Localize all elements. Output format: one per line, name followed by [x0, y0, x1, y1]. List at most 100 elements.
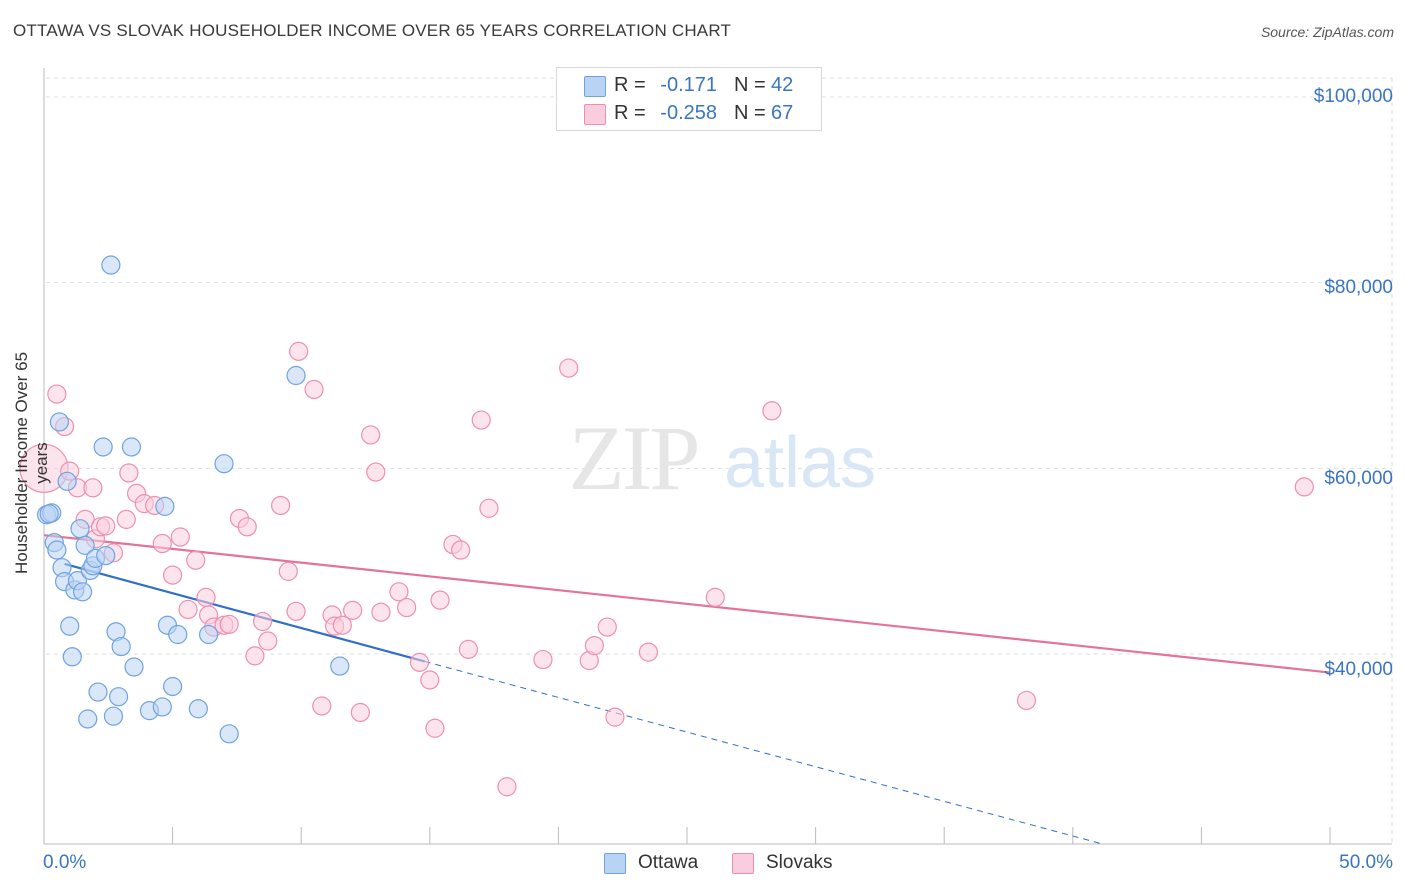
- slovaks-swatch: [732, 853, 754, 874]
- ottawa-point: [152, 697, 172, 717]
- ottawa-point: [93, 437, 113, 457]
- ottawa-point: [72, 582, 93, 602]
- ottawa-point: [168, 624, 188, 645]
- n-value: 42: [771, 74, 794, 96]
- legend-row-ottawa: R = -0.171 N = 42: [557, 72, 821, 100]
- y-tick-label: $40,000: [1324, 659, 1393, 680]
- slovaks-point: [343, 600, 363, 620]
- slovaks-point: [332, 615, 352, 635]
- ottawa-point: [39, 504, 59, 524]
- r-label: R =: [614, 102, 646, 124]
- slovaks-point: [119, 463, 139, 483]
- slovaks-point: [638, 642, 659, 662]
- slovaks-point: [471, 410, 491, 430]
- ottawa-point: [124, 657, 144, 677]
- slovaks-point: [479, 498, 499, 518]
- slovaks-point: [559, 358, 579, 378]
- slovaks-point: [170, 527, 190, 547]
- slovaks-trend-line: [43, 534, 1331, 674]
- slovaks-point: [196, 587, 216, 607]
- slovaks-point: [245, 646, 265, 666]
- ottawa-point: [60, 616, 80, 636]
- x-tick-label: 50.0%: [1339, 852, 1393, 873]
- trend-lines: [43, 534, 1331, 845]
- y-tick-label: $60,000: [1324, 468, 1393, 489]
- slovaks-point: [152, 533, 172, 554]
- slovaks-point: [1294, 477, 1314, 497]
- slovaks-point: [83, 478, 103, 498]
- slovaks-point: [312, 696, 332, 716]
- watermark: ZIP atlas: [569, 407, 877, 509]
- y-axis-title: Householder Income Over 65 years: [12, 351, 51, 575]
- slovaks-point: [237, 517, 257, 537]
- slovaks-point: [409, 652, 430, 672]
- slovaks-point: [425, 718, 445, 738]
- ottawa-trend-extension: [424, 660, 1104, 845]
- slovaks-point: [219, 614, 239, 634]
- slovaks-point: [497, 777, 517, 797]
- slovaks-point: [597, 617, 617, 637]
- slovaks-point: [605, 707, 625, 727]
- slovaks-point: [762, 401, 782, 421]
- slovaks-point: [361, 425, 381, 445]
- slovaks-point: [584, 636, 605, 656]
- stats-legend: R = -0.171 N = 42 R = -0.258 N = 67: [556, 67, 822, 131]
- ottawa-point: [199, 624, 219, 645]
- slovaks-point: [289, 341, 309, 361]
- slovaks-point: [350, 702, 370, 723]
- r-label: R =: [614, 74, 646, 96]
- slovaks-point: [286, 601, 306, 621]
- ottawa-swatch: [584, 76, 606, 97]
- slovaks-point: [366, 462, 386, 482]
- gridlines: [46, 77, 1393, 843]
- ottawa-point: [57, 471, 77, 491]
- watermark-atlas: atlas: [724, 423, 876, 503]
- ottawa-point: [70, 519, 90, 539]
- slovaks-point: [1016, 690, 1037, 711]
- slovaks-point: [116, 509, 136, 529]
- slovaks-point: [371, 602, 391, 622]
- slovaks-point: [271, 495, 291, 516]
- slovaks-point: [47, 384, 67, 404]
- ottawa-point: [188, 699, 208, 719]
- slovaks-point: [451, 540, 471, 560]
- legend-label-ottawa: Ottawa: [638, 852, 699, 873]
- r-value: -0.171: [660, 74, 717, 96]
- slovaks-point: [533, 649, 553, 670]
- ottawa-point: [103, 706, 124, 726]
- slovaks-point: [420, 670, 440, 690]
- slovaks-point: [304, 379, 324, 400]
- y-tick-label: $80,000: [1324, 277, 1393, 298]
- ottawa-point: [101, 255, 121, 275]
- legend-row-slovaks: R = -0.258 N = 67: [557, 100, 821, 128]
- slovaks-point: [430, 590, 450, 610]
- slovaks-point: [389, 582, 409, 602]
- ottawa-point: [47, 540, 67, 560]
- slovaks-point: [163, 565, 183, 585]
- ottawa-point: [78, 709, 98, 729]
- ottawa-point: [108, 687, 129, 707]
- slovaks-point: [96, 516, 116, 536]
- source-credit: Source: ZipAtlas.com: [1260, 24, 1394, 40]
- chart-title: OTTAWA VS SLOVAK HOUSEHOLDER INCOME OVER…: [13, 21, 732, 40]
- ottawa-point: [62, 647, 82, 667]
- slovaks-point: [253, 611, 273, 632]
- ottawa-point: [286, 365, 306, 386]
- ottawa-point: [96, 545, 116, 566]
- r-value: -0.258: [660, 102, 717, 124]
- ottawa-point: [330, 656, 350, 676]
- ottawa-point: [88, 682, 108, 702]
- n-label: N =: [734, 102, 766, 124]
- ottawa-point: [214, 454, 234, 474]
- y-tick-label: $100,000: [1313, 86, 1393, 107]
- data-points: [19, 255, 1314, 797]
- slovaks-point: [258, 631, 278, 651]
- slovaks-point: [397, 597, 417, 618]
- n-value: 67: [771, 102, 794, 124]
- ottawa-point: [111, 636, 131, 657]
- slovaks-point: [186, 550, 206, 570]
- axes: [43, 68, 1392, 845]
- ottawa-swatch: [604, 853, 626, 874]
- x-tick-label: 0.0%: [43, 852, 87, 873]
